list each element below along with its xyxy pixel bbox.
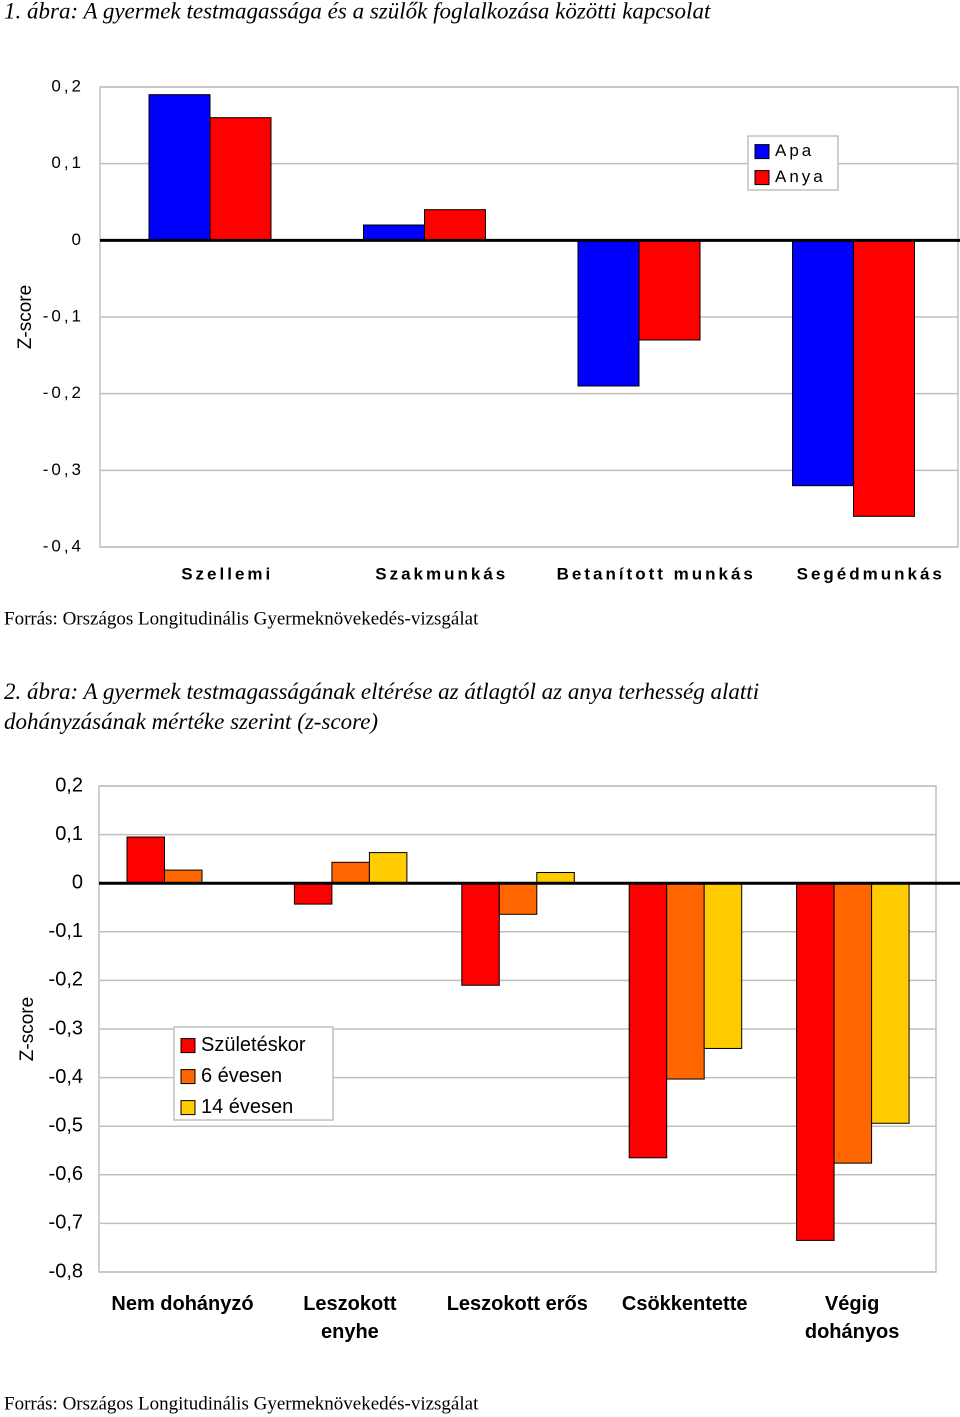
bar xyxy=(368,852,408,884)
legend-label: 14 évesen xyxy=(201,1096,293,1118)
x-tick-label: Segédmunkás xyxy=(797,564,945,583)
y-tick-label: -0,8 xyxy=(49,1260,83,1282)
y-tick-label: 0,2 xyxy=(51,76,84,95)
bar xyxy=(853,239,915,517)
y-tick-label: -0,5 xyxy=(49,1114,83,1136)
bar xyxy=(796,882,835,1241)
legend-swatch xyxy=(180,1100,196,1116)
legend-swatch xyxy=(754,170,770,186)
source: Forrás: Országos Longitudinális Gyermekn… xyxy=(4,1393,479,1414)
legend-label: 6 évesen xyxy=(201,1065,282,1087)
x-tick-label: Leszokott enyhe xyxy=(303,1293,397,1343)
bar xyxy=(833,882,873,1164)
bar xyxy=(363,224,425,241)
bar xyxy=(164,869,203,884)
legend-box xyxy=(173,1026,334,1121)
bar xyxy=(209,117,272,241)
y-tick-label: -0,3 xyxy=(43,460,84,479)
legend-swatch xyxy=(754,144,770,160)
y-tick-label: 0,1 xyxy=(55,823,83,845)
x-tick-label: Betanított munkás xyxy=(557,564,756,583)
y-tick-label: -0,4 xyxy=(43,536,84,555)
bar xyxy=(126,836,165,884)
legend-label: Születéskor xyxy=(201,1034,306,1056)
bar xyxy=(628,882,668,1159)
bar xyxy=(666,882,705,1080)
source: Forrás: Országos Longitudinális Gyermekn… xyxy=(4,608,479,629)
x-tick-label: Szellemi xyxy=(181,564,273,583)
y-tick-label: -0,7 xyxy=(49,1212,83,1234)
bar xyxy=(424,209,486,241)
bar xyxy=(638,239,701,341)
y-tick-label: 0 xyxy=(72,230,84,249)
x-tick-label: Csökkentette xyxy=(621,1293,748,1315)
bar xyxy=(871,882,910,1124)
y-axis-label: Z-score xyxy=(17,997,38,1061)
y-tick-label: -0,1 xyxy=(43,306,84,325)
x-tick-label: Nem dohányzó xyxy=(111,1293,254,1315)
y-tick-label: 0,1 xyxy=(51,153,84,172)
y-tick-label: 0 xyxy=(72,871,83,893)
bar xyxy=(703,882,743,1049)
x-tick-label: Végig dohányos xyxy=(804,1293,900,1343)
bar xyxy=(536,872,575,884)
x-tick-label: Leszokott erős xyxy=(446,1293,588,1315)
legend-swatch xyxy=(180,1038,196,1054)
bar xyxy=(498,882,538,915)
legend-swatch xyxy=(180,1069,196,1085)
legend-label: Apa xyxy=(775,141,814,160)
y-tick-label: -0,6 xyxy=(49,1163,83,1185)
bar xyxy=(461,882,500,986)
chart-title: 2. ábra: A gyermek testmagasságának elté… xyxy=(4,679,760,734)
y-tick-label: 0,2 xyxy=(55,774,83,796)
y-axis-label: Z-score xyxy=(15,285,36,349)
y-tick-label: -0,2 xyxy=(49,969,83,991)
bar xyxy=(792,239,854,487)
bar xyxy=(577,239,640,387)
x-tick-label: Szakmunkás xyxy=(375,564,508,583)
bar xyxy=(293,882,333,905)
bar xyxy=(148,94,211,241)
y-tick-label: -0,1 xyxy=(49,920,83,942)
legend-label: Anya xyxy=(775,167,826,186)
chart-title: 1. ábra: A gyermek testmagassága és a sz… xyxy=(4,0,711,23)
bar xyxy=(331,861,370,884)
y-tick-label: -0,4 xyxy=(49,1066,83,1088)
y-tick-label: -0,2 xyxy=(43,383,84,402)
y-tick-label: -0,3 xyxy=(49,1017,83,1039)
